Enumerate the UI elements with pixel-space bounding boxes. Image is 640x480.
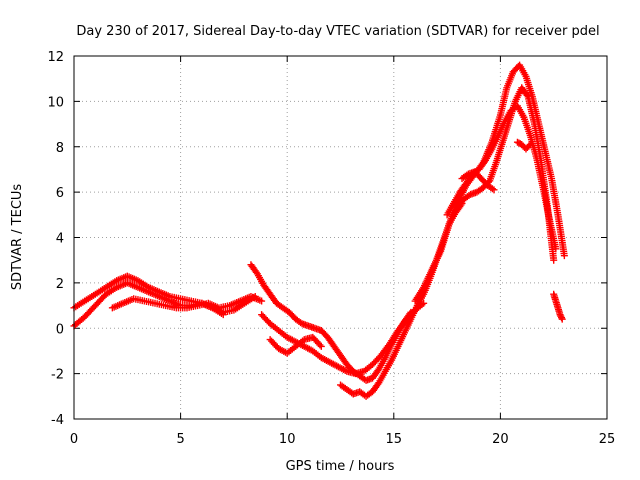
plot-frame	[73, 55, 608, 420]
y-tick-label: 4	[56, 232, 64, 247]
data-point	[526, 140, 534, 148]
series-track-a	[70, 272, 259, 316]
x-tick-label: 10	[279, 432, 296, 447]
data-point	[316, 341, 324, 349]
data-point	[525, 142, 533, 150]
series-track-k	[513, 138, 534, 153]
series-track-l	[550, 290, 566, 323]
y-axis-label: SDTVAR / TECUs	[10, 184, 25, 291]
series-track-j	[458, 168, 498, 194]
series-track-c	[108, 292, 266, 312]
x-tick-label: 15	[386, 432, 403, 447]
data-point	[558, 315, 566, 323]
series-track-m	[266, 333, 325, 357]
y-tick-label: -4	[51, 413, 64, 428]
y-tick-label: 12	[47, 50, 64, 65]
data-point	[558, 314, 566, 322]
y-tick-label: 10	[47, 95, 64, 110]
chart-title: Day 230 of 2017, Sidereal Day-to-day VTE…	[76, 24, 599, 39]
series-track-e	[258, 299, 428, 378]
y-tick-label: 2	[56, 277, 64, 292]
x-tick-label: 25	[599, 432, 616, 447]
data-point	[550, 256, 558, 264]
y-tick-label: 6	[56, 186, 64, 201]
x-tick-label: 5	[176, 432, 184, 447]
data-point	[560, 252, 568, 260]
data-point	[219, 311, 227, 319]
data-point	[258, 297, 266, 305]
y-tick-label: 0	[56, 322, 64, 337]
y-tick-label: 8	[56, 141, 64, 156]
x-tick-label: 20	[492, 432, 509, 447]
data-points	[70, 61, 568, 400]
x-axis-label: GPS time / hours	[286, 459, 395, 474]
data-point	[317, 342, 325, 350]
x-tick-label: 0	[70, 432, 78, 447]
data-point	[488, 185, 496, 193]
data-point	[523, 91, 531, 99]
data-point	[490, 186, 498, 194]
y-tick-label: -2	[51, 368, 64, 383]
series-track-i	[454, 84, 558, 264]
